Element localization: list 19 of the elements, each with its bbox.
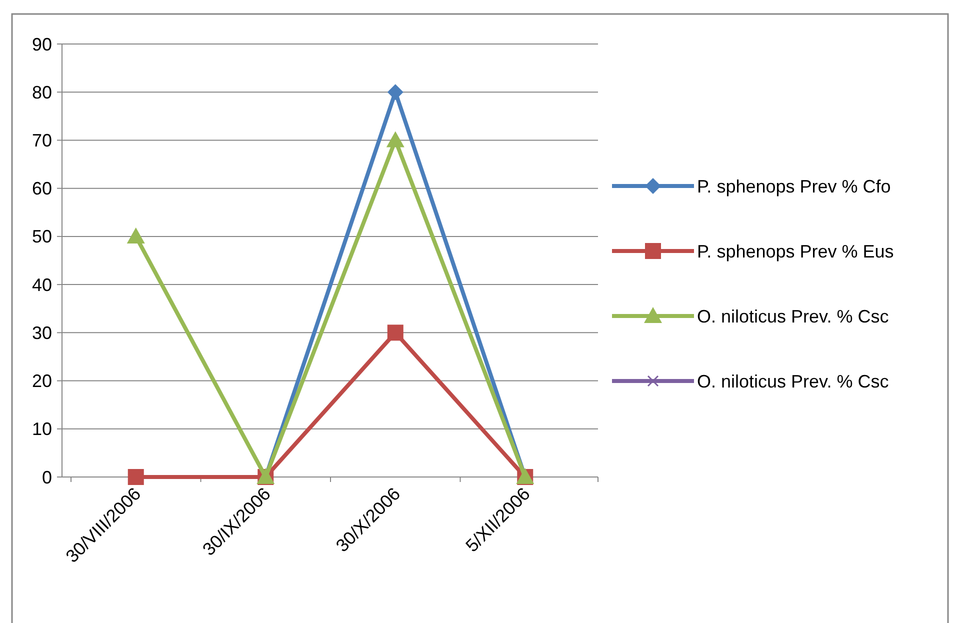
legend-label: O. niloticus Prev. % Csc	[697, 306, 889, 326]
legend-label: P. sphenops Prev % Eus	[697, 241, 894, 262]
y-tick-label: 20	[32, 371, 52, 392]
point	[387, 324, 404, 341]
y-tick-label: 10	[32, 419, 52, 440]
y-tick-label: 0	[42, 467, 52, 488]
point	[128, 469, 144, 485]
point	[386, 131, 404, 148]
point	[126, 227, 145, 244]
y-tick-label: 70	[32, 130, 52, 151]
legend-label: O. niloticus Prev. % Csc	[697, 371, 889, 392]
y-tick-label: 50	[32, 226, 52, 247]
y-tick-label: 30	[32, 322, 52, 343]
point	[387, 84, 404, 100]
y-tick-label: 80	[32, 82, 52, 102]
y-tick-label: 60	[32, 178, 52, 199]
y-tick-label: 90	[32, 34, 52, 54]
y-tick-label: 40	[32, 274, 52, 295]
legend-label: P. sphenops Prev % Cfo	[697, 176, 891, 196]
